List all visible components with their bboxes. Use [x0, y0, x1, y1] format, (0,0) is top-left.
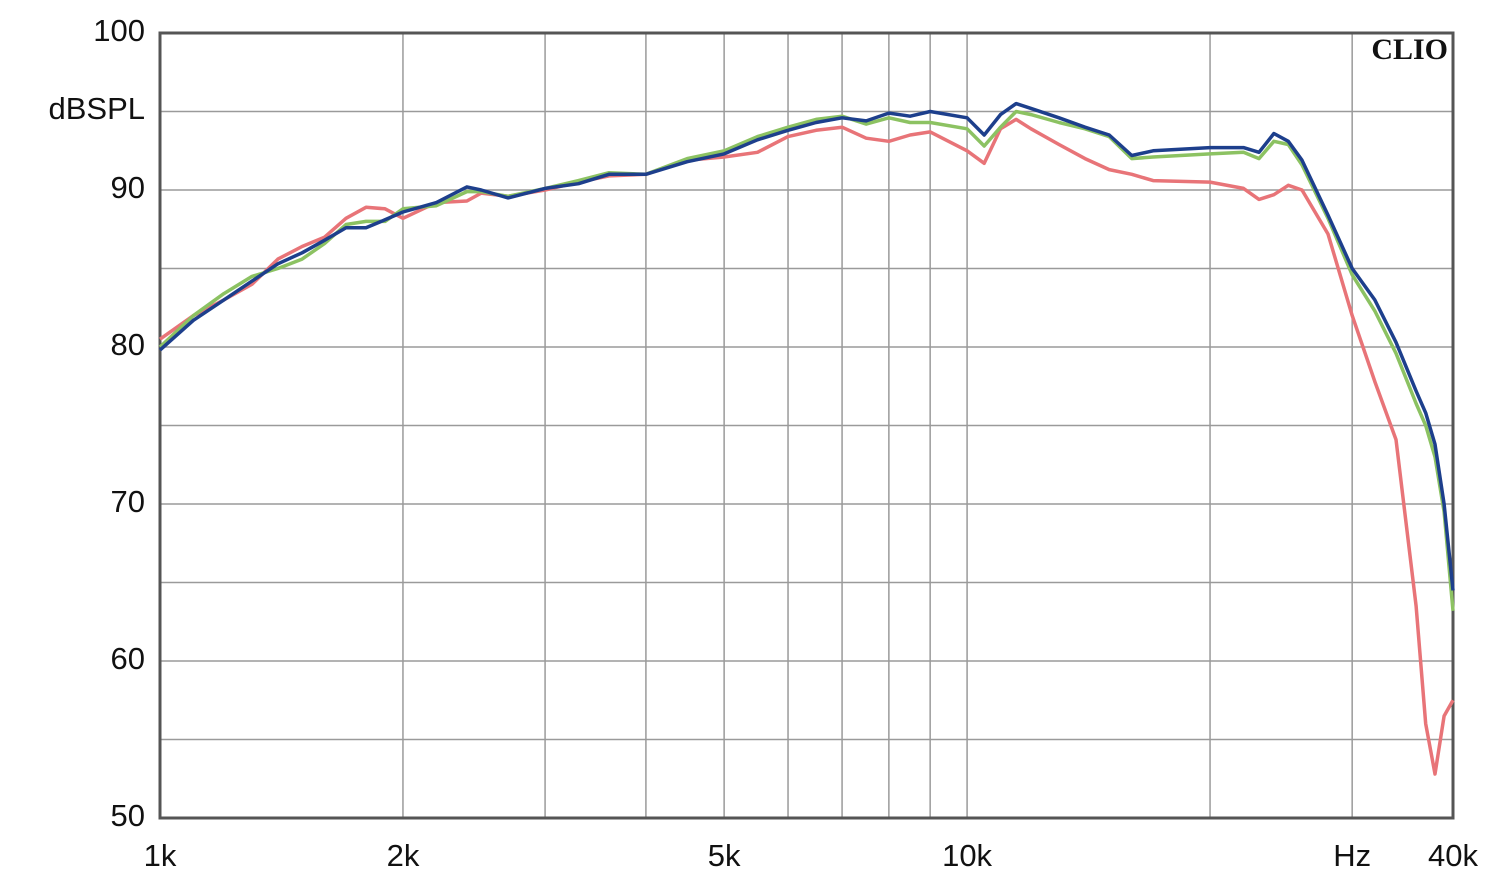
x-tick-label: 2k	[387, 838, 420, 873]
series-line	[158, 101, 1455, 591]
x-tick-label: 5k	[708, 838, 741, 873]
y-tick-label: 100	[93, 13, 145, 48]
y-tick-label: 90	[111, 170, 145, 205]
y-tick-label: 70	[111, 484, 145, 519]
plot-frame	[158, 31, 1455, 820]
y-tick-label: 60	[111, 641, 145, 676]
annotation: CLIO	[1371, 33, 1448, 66]
x-tick-label: 10k	[942, 838, 992, 873]
y-tick-label: 80	[111, 327, 145, 362]
x-tick-label: 40k	[1428, 838, 1478, 873]
series-line	[158, 109, 1455, 611]
y-tick-label: 50	[111, 798, 145, 833]
x-tick-label: 1k	[144, 838, 177, 873]
y-axis-label: dBSPL	[48, 91, 145, 126]
series-line	[158, 117, 1455, 776]
x-tick-label: Hz	[1333, 838, 1371, 873]
